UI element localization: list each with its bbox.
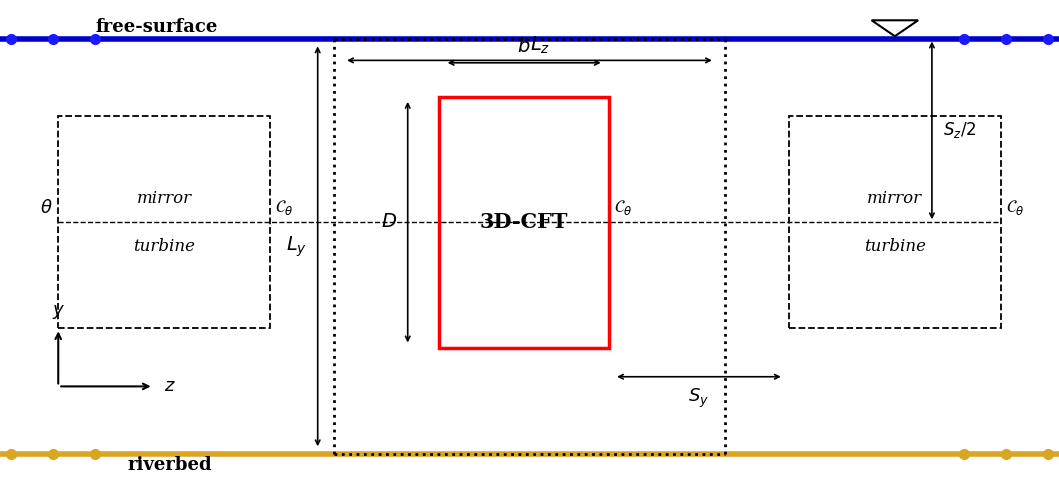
Text: $\mathcal{C}_\theta$: $\mathcal{C}_\theta$ (275, 199, 293, 217)
Text: riverbed: riverbed (127, 456, 212, 474)
Text: turbine: turbine (864, 238, 926, 255)
Text: free-surface: free-surface (95, 18, 218, 36)
Text: mirror: mirror (867, 189, 922, 207)
Text: $D$: $D$ (381, 213, 397, 231)
Text: mirror: mirror (137, 189, 192, 207)
Text: $\theta$: $\theta$ (40, 199, 53, 217)
Text: $S_z/2$: $S_z/2$ (943, 120, 975, 141)
Text: 3D-CFT: 3D-CFT (480, 212, 569, 232)
Text: $z$: $z$ (164, 377, 176, 396)
Text: $b$: $b$ (518, 37, 531, 56)
Bar (789, 116, 1001, 328)
Text: $S_y$: $S_y$ (688, 386, 710, 410)
Text: turbine: turbine (133, 238, 195, 255)
Bar (439, 97, 609, 348)
Text: $L_z$: $L_z$ (530, 34, 551, 56)
Text: $L_y$: $L_y$ (286, 234, 307, 258)
Bar (58, 116, 270, 328)
Text: $\mathcal{C}_\theta$: $\mathcal{C}_\theta$ (614, 199, 632, 217)
Text: $y$: $y$ (52, 303, 65, 321)
Text: $\mathcal{C}_\theta$: $\mathcal{C}_\theta$ (1006, 199, 1024, 217)
